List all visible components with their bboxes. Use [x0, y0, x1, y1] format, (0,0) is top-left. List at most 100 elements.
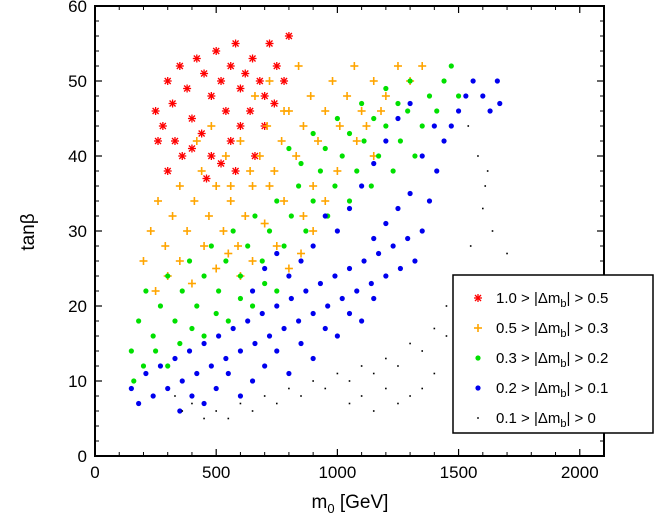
- series-2-point: [157, 303, 164, 309]
- series-3-point: [497, 100, 503, 107]
- series-3-point: [230, 325, 236, 332]
- series-1-point: [270, 167, 279, 175]
- ticks-layer: 0 500 1000 1500 2000 0 10 20 30 40 50 60: [68, 0, 604, 482]
- series-2-point: [354, 168, 360, 174]
- series-2-point: [412, 153, 418, 159]
- series-3-point: [296, 318, 302, 324]
- series-0-point: [158, 122, 167, 130]
- y-tick-label: 40: [68, 147, 87, 166]
- y-tick-label: 60: [68, 0, 87, 16]
- series-3-point: [412, 258, 418, 264]
- series-3-point: [186, 348, 193, 354]
- series-2-point: [426, 93, 433, 99]
- series-4-point: [421, 387, 424, 390]
- series-3-point: [371, 295, 377, 302]
- series-1-point: [246, 167, 255, 175]
- series-1-point: [200, 242, 209, 250]
- series-2-point: [434, 108, 440, 114]
- series-4-point: [467, 125, 470, 127]
- series-0-point: [255, 77, 264, 85]
- series-1-point: [350, 62, 359, 70]
- series-4-point: [263, 395, 266, 397]
- series-4-point: [360, 395, 363, 397]
- series-3-point: [346, 265, 353, 272]
- series-1-point: [190, 197, 199, 205]
- series-0-point: [197, 129, 206, 138]
- series-3-point: [216, 333, 222, 339]
- series-2-point: [383, 123, 389, 129]
- series-3-point: [172, 355, 178, 362]
- legend-label-3: 0.2 > |Δmb| > 0.1: [496, 380, 608, 400]
- series-3-point: [259, 310, 265, 317]
- series-2-point: [346, 130, 353, 137]
- series-0-point: [207, 152, 216, 160]
- series-4-point: [348, 402, 351, 405]
- series-2-point: [152, 348, 159, 354]
- series-3-point: [288, 295, 294, 302]
- series-1-point: [175, 257, 184, 265]
- series-3-point: [395, 115, 401, 122]
- series-4-point: [484, 185, 487, 187]
- series-0-point: [272, 62, 281, 70]
- series-0-point: [202, 174, 211, 183]
- series-4-point: [360, 365, 363, 367]
- series-2-point: [201, 333, 207, 339]
- series-2-point: [405, 108, 411, 114]
- series-3-point: [397, 265, 403, 272]
- series-0-point: [284, 32, 293, 40]
- series-4-point: [477, 155, 479, 157]
- series-4-point: [397, 402, 399, 405]
- series-3-point: [332, 273, 338, 279]
- series-2-point: [230, 228, 236, 234]
- series-1-point: [263, 122, 272, 130]
- series-4-point: [445, 305, 448, 307]
- series-3-point: [441, 138, 447, 144]
- legend-label-1: 0.5 > |Δmb| > 0.3: [496, 320, 608, 340]
- series-2-point: [332, 183, 338, 189]
- series-4-point: [433, 372, 436, 375]
- series-3-point: [310, 310, 316, 317]
- series-2-point: [383, 85, 389, 92]
- series-3-point: [249, 378, 256, 384]
- legend-marker-4: [477, 417, 479, 419]
- series-0-point: [178, 152, 187, 160]
- series-2-point: [252, 213, 258, 219]
- series-2-point: [165, 273, 171, 279]
- series-3-point: [286, 370, 292, 377]
- series-3-point: [150, 393, 156, 399]
- series-2-point: [237, 295, 244, 302]
- series-4-point: [491, 230, 494, 232]
- series-1-point: [297, 249, 306, 258]
- series-3-point: [346, 205, 353, 212]
- series-3-point: [245, 318, 251, 324]
- series-1-point: [248, 257, 257, 265]
- series-0-point: [217, 159, 226, 168]
- series-1-point: [418, 62, 427, 70]
- series-2-point: [288, 213, 294, 219]
- y-tick-label: 0: [78, 447, 87, 466]
- series-0-point: [265, 39, 274, 48]
- series-0-point: [221, 107, 230, 115]
- series-1-point: [277, 137, 286, 145]
- series-2-point: [448, 63, 454, 69]
- series-0-point: [187, 144, 196, 153]
- series-1-point: [306, 92, 315, 100]
- series-0-point: [168, 99, 177, 108]
- series-4-point: [469, 245, 472, 247]
- series-2-point: [455, 93, 462, 99]
- series-1-point: [309, 182, 318, 190]
- series-2-point: [310, 130, 316, 137]
- series-4-point: [312, 380, 314, 382]
- series-1-point: [272, 242, 281, 250]
- y-tick-label: 10: [68, 372, 87, 391]
- series-1-point: [333, 167, 342, 175]
- legend: 1.0 > |Δmb| > 0.5 0.5 > |Δmb| > 0.3 0.3 > …: [452, 274, 654, 434]
- series-0-point: [270, 99, 279, 108]
- series-2-point: [262, 280, 268, 287]
- series-2-point: [208, 243, 214, 249]
- series-0-point: [231, 167, 240, 175]
- series-2-point: [266, 228, 273, 234]
- series-1-point: [321, 107, 330, 115]
- series-3-point: [274, 348, 280, 354]
- series-1-point: [154, 197, 163, 205]
